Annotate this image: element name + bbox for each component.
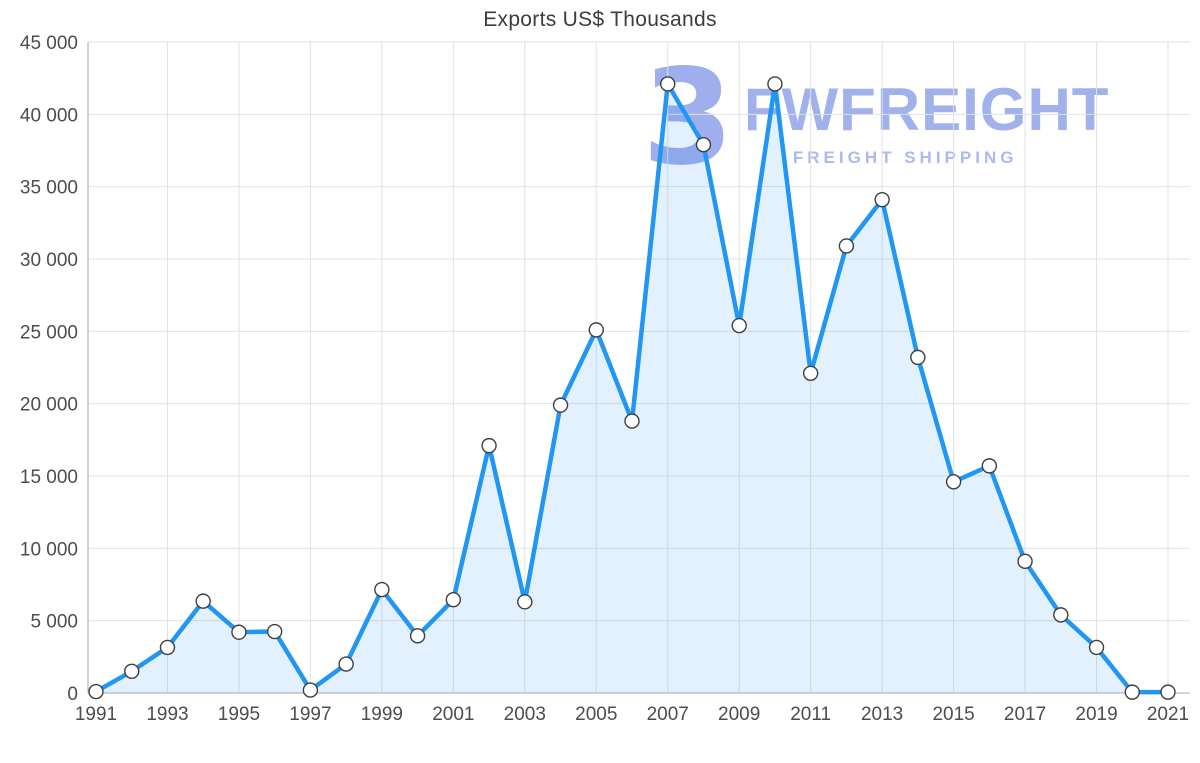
data-point-marker[interactable] xyxy=(838,238,855,254)
x-axis-tick-label: 2021 xyxy=(1147,704,1189,725)
x-axis-tick-label: 1993 xyxy=(146,704,188,725)
data-point-marker[interactable] xyxy=(302,682,319,698)
data-point-marker[interactable] xyxy=(517,594,533,610)
data-point-marker[interactable] xyxy=(195,593,211,609)
y-axis-tick-label: 25 000 xyxy=(20,322,78,343)
data-point-marker[interactable] xyxy=(159,639,176,656)
x-axis-tick-label: 2005 xyxy=(575,704,617,725)
data-point-marker[interactable] xyxy=(552,397,569,413)
data-point-marker[interactable] xyxy=(767,76,783,92)
y-axis-tick-label: 40 000 xyxy=(20,105,78,126)
x-axis-tick-label: 2001 xyxy=(432,704,474,725)
x-axis-tick-label: 1991 xyxy=(75,704,117,725)
x-axis-tick-label: 2017 xyxy=(1004,704,1046,725)
data-point-marker[interactable] xyxy=(1017,553,1033,570)
y-axis-tick-label: 15 000 xyxy=(20,467,78,488)
data-point-marker[interactable] xyxy=(1160,684,1176,700)
data-point-marker[interactable] xyxy=(945,474,962,490)
x-axis-tick-label: 2003 xyxy=(504,704,546,725)
data-point-marker[interactable] xyxy=(874,191,890,208)
chart-title: Exports US$ Thousands xyxy=(483,8,717,31)
data-point-marker[interactable] xyxy=(624,413,640,429)
data-point-marker[interactable] xyxy=(374,581,390,598)
y-axis-tick-label: 20 000 xyxy=(20,395,78,416)
data-point-marker[interactable] xyxy=(266,623,283,640)
data-point-marker[interactable] xyxy=(731,317,747,334)
x-axis-tick-label: 2009 xyxy=(718,704,760,725)
data-point-marker[interactable] xyxy=(231,624,247,640)
x-axis-tick-label: 1999 xyxy=(361,704,403,725)
data-point-marker[interactable] xyxy=(695,137,712,153)
x-axis-tick-label: 1995 xyxy=(218,704,260,725)
data-point-marker[interactable] xyxy=(88,683,104,700)
area-fill xyxy=(96,83,1168,694)
x-axis-tick-label: 2007 xyxy=(647,704,689,725)
data-point-marker[interactable] xyxy=(660,76,676,92)
data-point-marker[interactable] xyxy=(409,628,426,644)
data-point-marker[interactable] xyxy=(588,322,604,338)
x-axis-tick-label: 2015 xyxy=(932,704,974,725)
data-point-marker[interactable] xyxy=(338,656,354,672)
data-point-marker[interactable] xyxy=(1088,639,1105,656)
y-axis-tick-label: 5 000 xyxy=(30,612,78,633)
y-axis-tick-label: 10 000 xyxy=(20,539,78,560)
y-axis-tick-label: 0 xyxy=(67,684,78,705)
y-axis-tick-label: 45 000 xyxy=(20,33,78,54)
x-axis-tick-label: 2011 xyxy=(790,704,831,725)
x-axis-tick-label: 2013 xyxy=(861,704,903,725)
y-axis-tick-label: 35 000 xyxy=(20,178,78,199)
data-point-marker[interactable] xyxy=(1124,684,1140,700)
data-point-marker[interactable] xyxy=(481,437,497,454)
data-point-marker[interactable] xyxy=(445,591,462,608)
x-axis-tick-label: 2019 xyxy=(1075,704,1117,725)
y-axis-tick-label: 30 000 xyxy=(20,250,78,271)
x-axis-tick-label: 1997 xyxy=(289,704,331,725)
data-point-marker[interactable] xyxy=(910,349,926,366)
data-point-marker[interactable] xyxy=(981,458,998,474)
data-point-marker[interactable] xyxy=(802,365,819,381)
data-point-marker[interactable] xyxy=(124,663,140,679)
data-point-marker[interactable] xyxy=(1053,607,1069,623)
